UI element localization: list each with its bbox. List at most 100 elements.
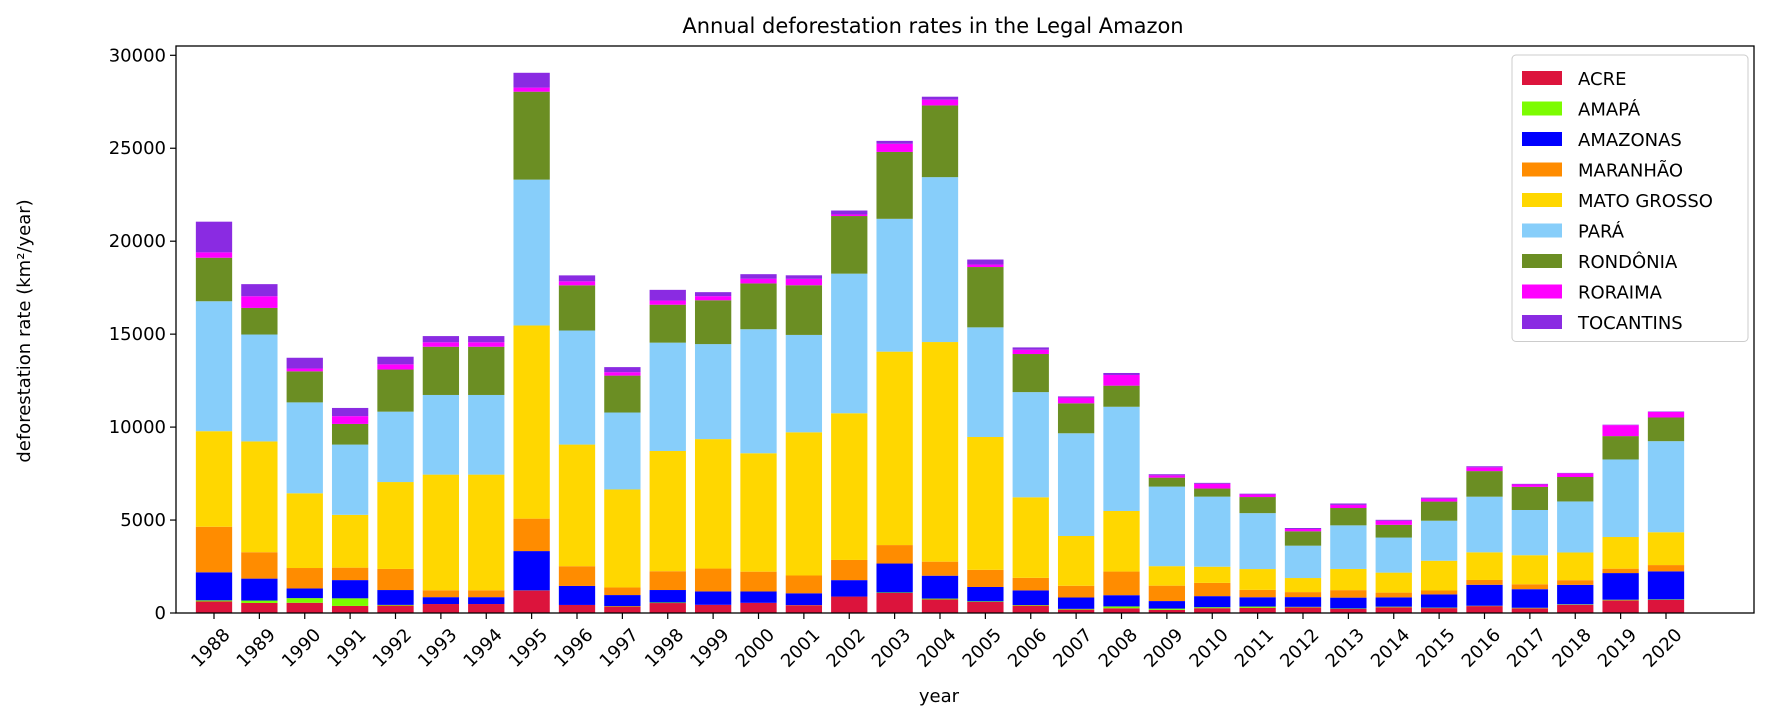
x-tick-label-2005: 2005 [959, 625, 1006, 672]
bar-segment-2004-roraima [921, 99, 959, 106]
x-tick-label-2006: 2006 [1004, 625, 1051, 672]
bar-segment-2014-roraima [1375, 520, 1412, 525]
legend-label-rond-nia: RONDÔNIA [1578, 251, 1678, 273]
x-tick-label-2019: 2019 [1594, 625, 1641, 672]
bar-segment-2006-tocantins [1012, 347, 1049, 350]
bar-segment-2004-maranh-o [921, 561, 959, 576]
bar-segment-2007-roraima [1057, 397, 1095, 404]
bar-segment-1996-amazonas [558, 585, 596, 605]
bar-segment-2012-mato-grosso [1284, 578, 1322, 593]
bar-segment-1989-roraima [241, 296, 278, 308]
bar-segment-2005-par- [967, 327, 1004, 437]
x-tick-label-2010: 2010 [1185, 625, 1232, 672]
bar-segment-1988-roraima [195, 252, 233, 258]
bar-segment-2007-mato-grosso [1057, 536, 1095, 586]
x-tick-label-1997: 1997 [596, 625, 643, 672]
bar-segment-1995-roraima [513, 87, 550, 92]
bar-segment-2006-par- [1012, 392, 1049, 498]
bar-segment-2007-amazonas [1057, 597, 1095, 609]
bar-segment-2008-tocantins [1103, 372, 1140, 375]
bar-segment-2012-amap- [1284, 606, 1322, 608]
bar-segment-1989-par- [241, 334, 278, 442]
bar-segment-2010-acre [1194, 608, 1231, 613]
bar-segment-2011-mato-grosso [1239, 569, 1276, 590]
bar-segment-1998-par- [649, 342, 686, 451]
legend-label-tocantins: TOCANTINS [1577, 313, 1683, 334]
bar-segment-1989-rond-nia [241, 307, 278, 335]
bar-segment-2011-acre [1239, 607, 1276, 613]
bar-segment-2001-amazonas [785, 593, 823, 606]
bar-segment-2003-tocantins [876, 140, 913, 144]
bar-segment-2004-acre [921, 599, 959, 613]
bar-segment-2000-rond-nia [740, 283, 777, 330]
bar-segment-2003-maranh-o [876, 545, 913, 564]
bar-segment-2002-amazonas [831, 580, 868, 597]
bar-segment-1988-par- [195, 301, 233, 432]
bar-segment-1989-tocantins [241, 284, 278, 297]
bar-segment-1988-mato-grosso [195, 431, 233, 527]
bar-segment-1995-mato-grosso [513, 325, 550, 519]
legend-label-maranh-o: MARANHÃO [1578, 160, 1683, 182]
x-tick-label-2002: 2002 [822, 625, 869, 672]
x-tick-label-1988: 1988 [187, 625, 234, 672]
bar-segment-2012-rond-nia [1284, 531, 1322, 546]
bar-segment-1996-tocantins [558, 275, 596, 282]
bar-segment-1995-amazonas [513, 551, 550, 591]
bar-segment-2002-par- [831, 273, 868, 414]
bar-segment-2000-tocantins [740, 274, 777, 279]
bar-segment-2005-maranh-o [967, 569, 1004, 587]
bar-segment-2016-mato-grosso [1466, 552, 1503, 580]
bar-segment-1993-acre [422, 604, 460, 613]
bar-segment-2011-maranh-o [1239, 589, 1276, 598]
bar-segment-2009-acre [1148, 609, 1186, 613]
bar-segment-2013-rond-nia [1330, 508, 1367, 526]
bar-segment-2014-acre [1375, 607, 1412, 613]
bar-segment-2007-maranh-o [1057, 585, 1095, 598]
bar-segment-2015-rond-nia [1420, 501, 1458, 521]
bar-segment-2001-roraima [785, 278, 823, 286]
bar-segment-1998-tocantins [649, 289, 686, 301]
x-tick-label-2012: 2012 [1276, 625, 1323, 672]
x-tick-label-2004: 2004 [913, 625, 960, 672]
bar-segment-1998-maranh-o [649, 571, 686, 591]
x-tick-label-1989: 1989 [233, 625, 280, 672]
bar-segment-1996-maranh-o [558, 566, 596, 586]
bar-segment-1991-par- [331, 444, 369, 515]
bar-segment-2002-mato-grosso [831, 413, 868, 560]
bar-segment-2017-rond-nia [1511, 486, 1549, 510]
bar-segment-1999-tocantins [694, 292, 732, 297]
bar-segment-2011-amap- [1239, 606, 1276, 608]
bar-segment-2011-par- [1239, 513, 1276, 570]
bar-segment-2009-mato-grosso [1148, 566, 1186, 586]
bar-segment-1992-roraima [377, 364, 414, 370]
bar-segment-2020-roraima [1647, 411, 1685, 418]
bar-segment-2004-amazonas [921, 575, 959, 599]
bar-segment-2009-par- [1148, 486, 1186, 567]
bar-segment-2011-roraima [1239, 494, 1276, 498]
bar-segment-1992-par- [377, 411, 414, 483]
bar-segment-2006-acre [1012, 605, 1049, 613]
bar-segment-2019-rond-nia [1602, 436, 1639, 460]
bar-segment-2013-roraima [1330, 504, 1367, 509]
bar-segment-2014-maranh-o [1375, 592, 1412, 598]
bar-segment-1993-maranh-o [422, 590, 460, 598]
bar-segment-2004-amap- [921, 598, 959, 600]
bar-segment-1997-roraima [604, 372, 641, 376]
bar-segment-1998-roraima [649, 300, 686, 305]
bar-segment-2013-amazonas [1330, 597, 1367, 609]
bar-segment-2014-amap- [1375, 606, 1412, 608]
bar-segment-1994-roraima [468, 342, 505, 347]
bar-segment-2003-roraima [876, 143, 913, 152]
legend-label-amap-: AMAPÁ [1578, 99, 1641, 121]
x-tick-label-2020: 2020 [1639, 625, 1686, 672]
bar-segment-2018-acre [1557, 604, 1594, 613]
bar-segment-1992-tocantins [377, 356, 414, 365]
bar-segment-2005-tocantins [967, 259, 1004, 265]
x-axis-title: year [919, 686, 960, 707]
bar-segment-1994-acre [468, 604, 505, 613]
bar-segment-2008-mato-grosso [1103, 511, 1140, 572]
bar-segment-2016-roraima [1466, 467, 1503, 472]
bar-segment-1994-mato-grosso [468, 474, 505, 591]
bar-segment-2003-rond-nia [876, 151, 913, 219]
y-tick-label-5000: 5000 [120, 510, 166, 531]
